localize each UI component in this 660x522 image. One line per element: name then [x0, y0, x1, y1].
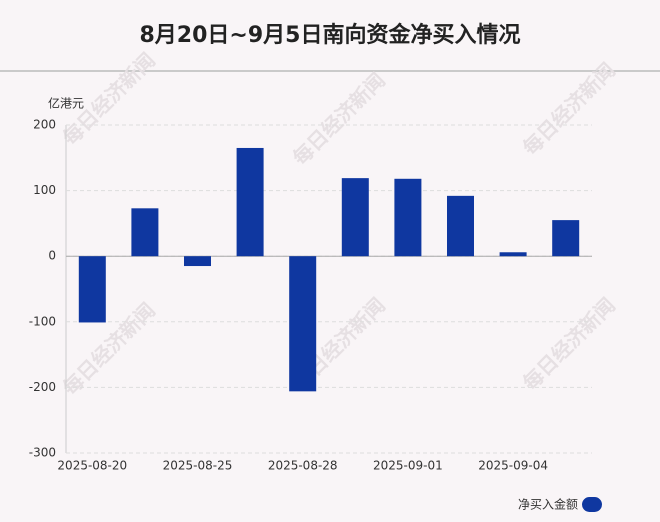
- bar: [499, 252, 527, 257]
- legend-label: 净买入金额: [518, 497, 578, 512]
- x-tick-label: 2025-08-20: [57, 459, 127, 473]
- bar: [131, 208, 159, 257]
- bar: [394, 178, 422, 257]
- bar: [341, 178, 369, 257]
- chart-title: 8月20日~9月5日南向资金净买入情况: [140, 22, 521, 48]
- bar: [289, 256, 317, 392]
- y-tick-label: -100: [29, 314, 56, 328]
- y-tick-label: 0: [48, 249, 56, 263]
- legend-swatch: [582, 497, 602, 512]
- x-tick-label: 2025-09-01: [373, 459, 443, 473]
- bar: [447, 195, 474, 257]
- y-axis-label: 亿港元: [48, 96, 84, 111]
- y-tick-label: -200: [29, 380, 56, 394]
- bar: [78, 256, 106, 323]
- bar: [184, 256, 211, 267]
- y-tick-label: 100: [33, 183, 56, 197]
- bar: [236, 147, 264, 257]
- y-tick-label: 200: [33, 118, 56, 132]
- x-tick-label: 2025-09-04: [478, 459, 548, 473]
- x-tick-label: 2025-08-28: [268, 459, 338, 473]
- x-tick-label: 2025-08-25: [163, 459, 233, 473]
- y-tick-label: -300: [29, 446, 56, 460]
- bar: [552, 220, 580, 257]
